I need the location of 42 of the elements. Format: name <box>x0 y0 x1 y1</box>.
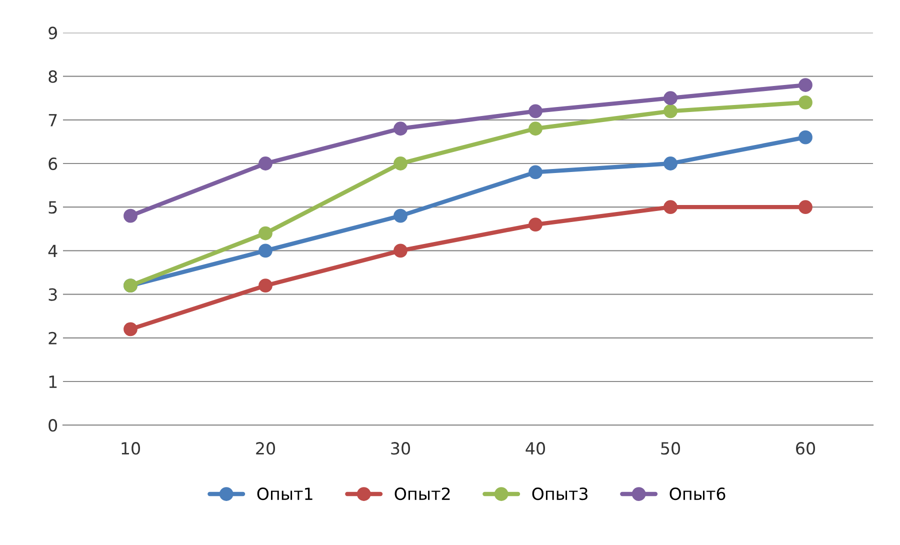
legend-label: Опыт6 <box>670 487 726 500</box>
y-tick-label: 2 <box>48 332 56 344</box>
point <box>394 156 408 170</box>
point <box>664 104 678 118</box>
point <box>258 226 272 240</box>
point <box>258 156 272 170</box>
x-tick-label: 40 <box>526 442 545 455</box>
legend-label: Опыт3 <box>532 487 588 500</box>
legend-label: Опыт2 <box>394 487 450 500</box>
y-tick-label: 6 <box>48 157 58 170</box>
legend-label: Опыт1 <box>257 487 312 500</box>
x-tick-label: 30 <box>391 442 410 455</box>
point <box>798 96 812 110</box>
point <box>798 78 812 92</box>
x-tick-label: 10 <box>122 442 140 455</box>
y-tick-label: 8 <box>48 70 57 83</box>
y-tick-label: 4 <box>48 244 58 258</box>
y-tick-label: 7 <box>48 114 57 126</box>
point <box>258 278 272 293</box>
point <box>528 122 542 136</box>
point <box>528 218 542 232</box>
y-tick-label: 1 <box>49 376 57 388</box>
y-tick-label: 5 <box>48 201 57 214</box>
x-tick-label: 50 <box>661 442 680 455</box>
point <box>394 122 408 136</box>
point <box>664 156 678 170</box>
point <box>798 130 812 144</box>
y-tick-label: 9 <box>48 26 57 40</box>
x-tick-label: 20 <box>256 442 275 455</box>
point <box>394 244 408 258</box>
point <box>124 322 138 336</box>
point <box>528 165 542 180</box>
point <box>664 91 678 106</box>
point <box>124 208 138 223</box>
y-tick-label: 0 <box>48 419 58 432</box>
point <box>394 208 408 223</box>
point <box>258 244 272 258</box>
point <box>528 104 542 118</box>
point <box>664 200 678 214</box>
x-tick-label: 60 <box>796 442 815 455</box>
point <box>798 200 812 214</box>
y-tick-label: 3 <box>48 288 57 301</box>
